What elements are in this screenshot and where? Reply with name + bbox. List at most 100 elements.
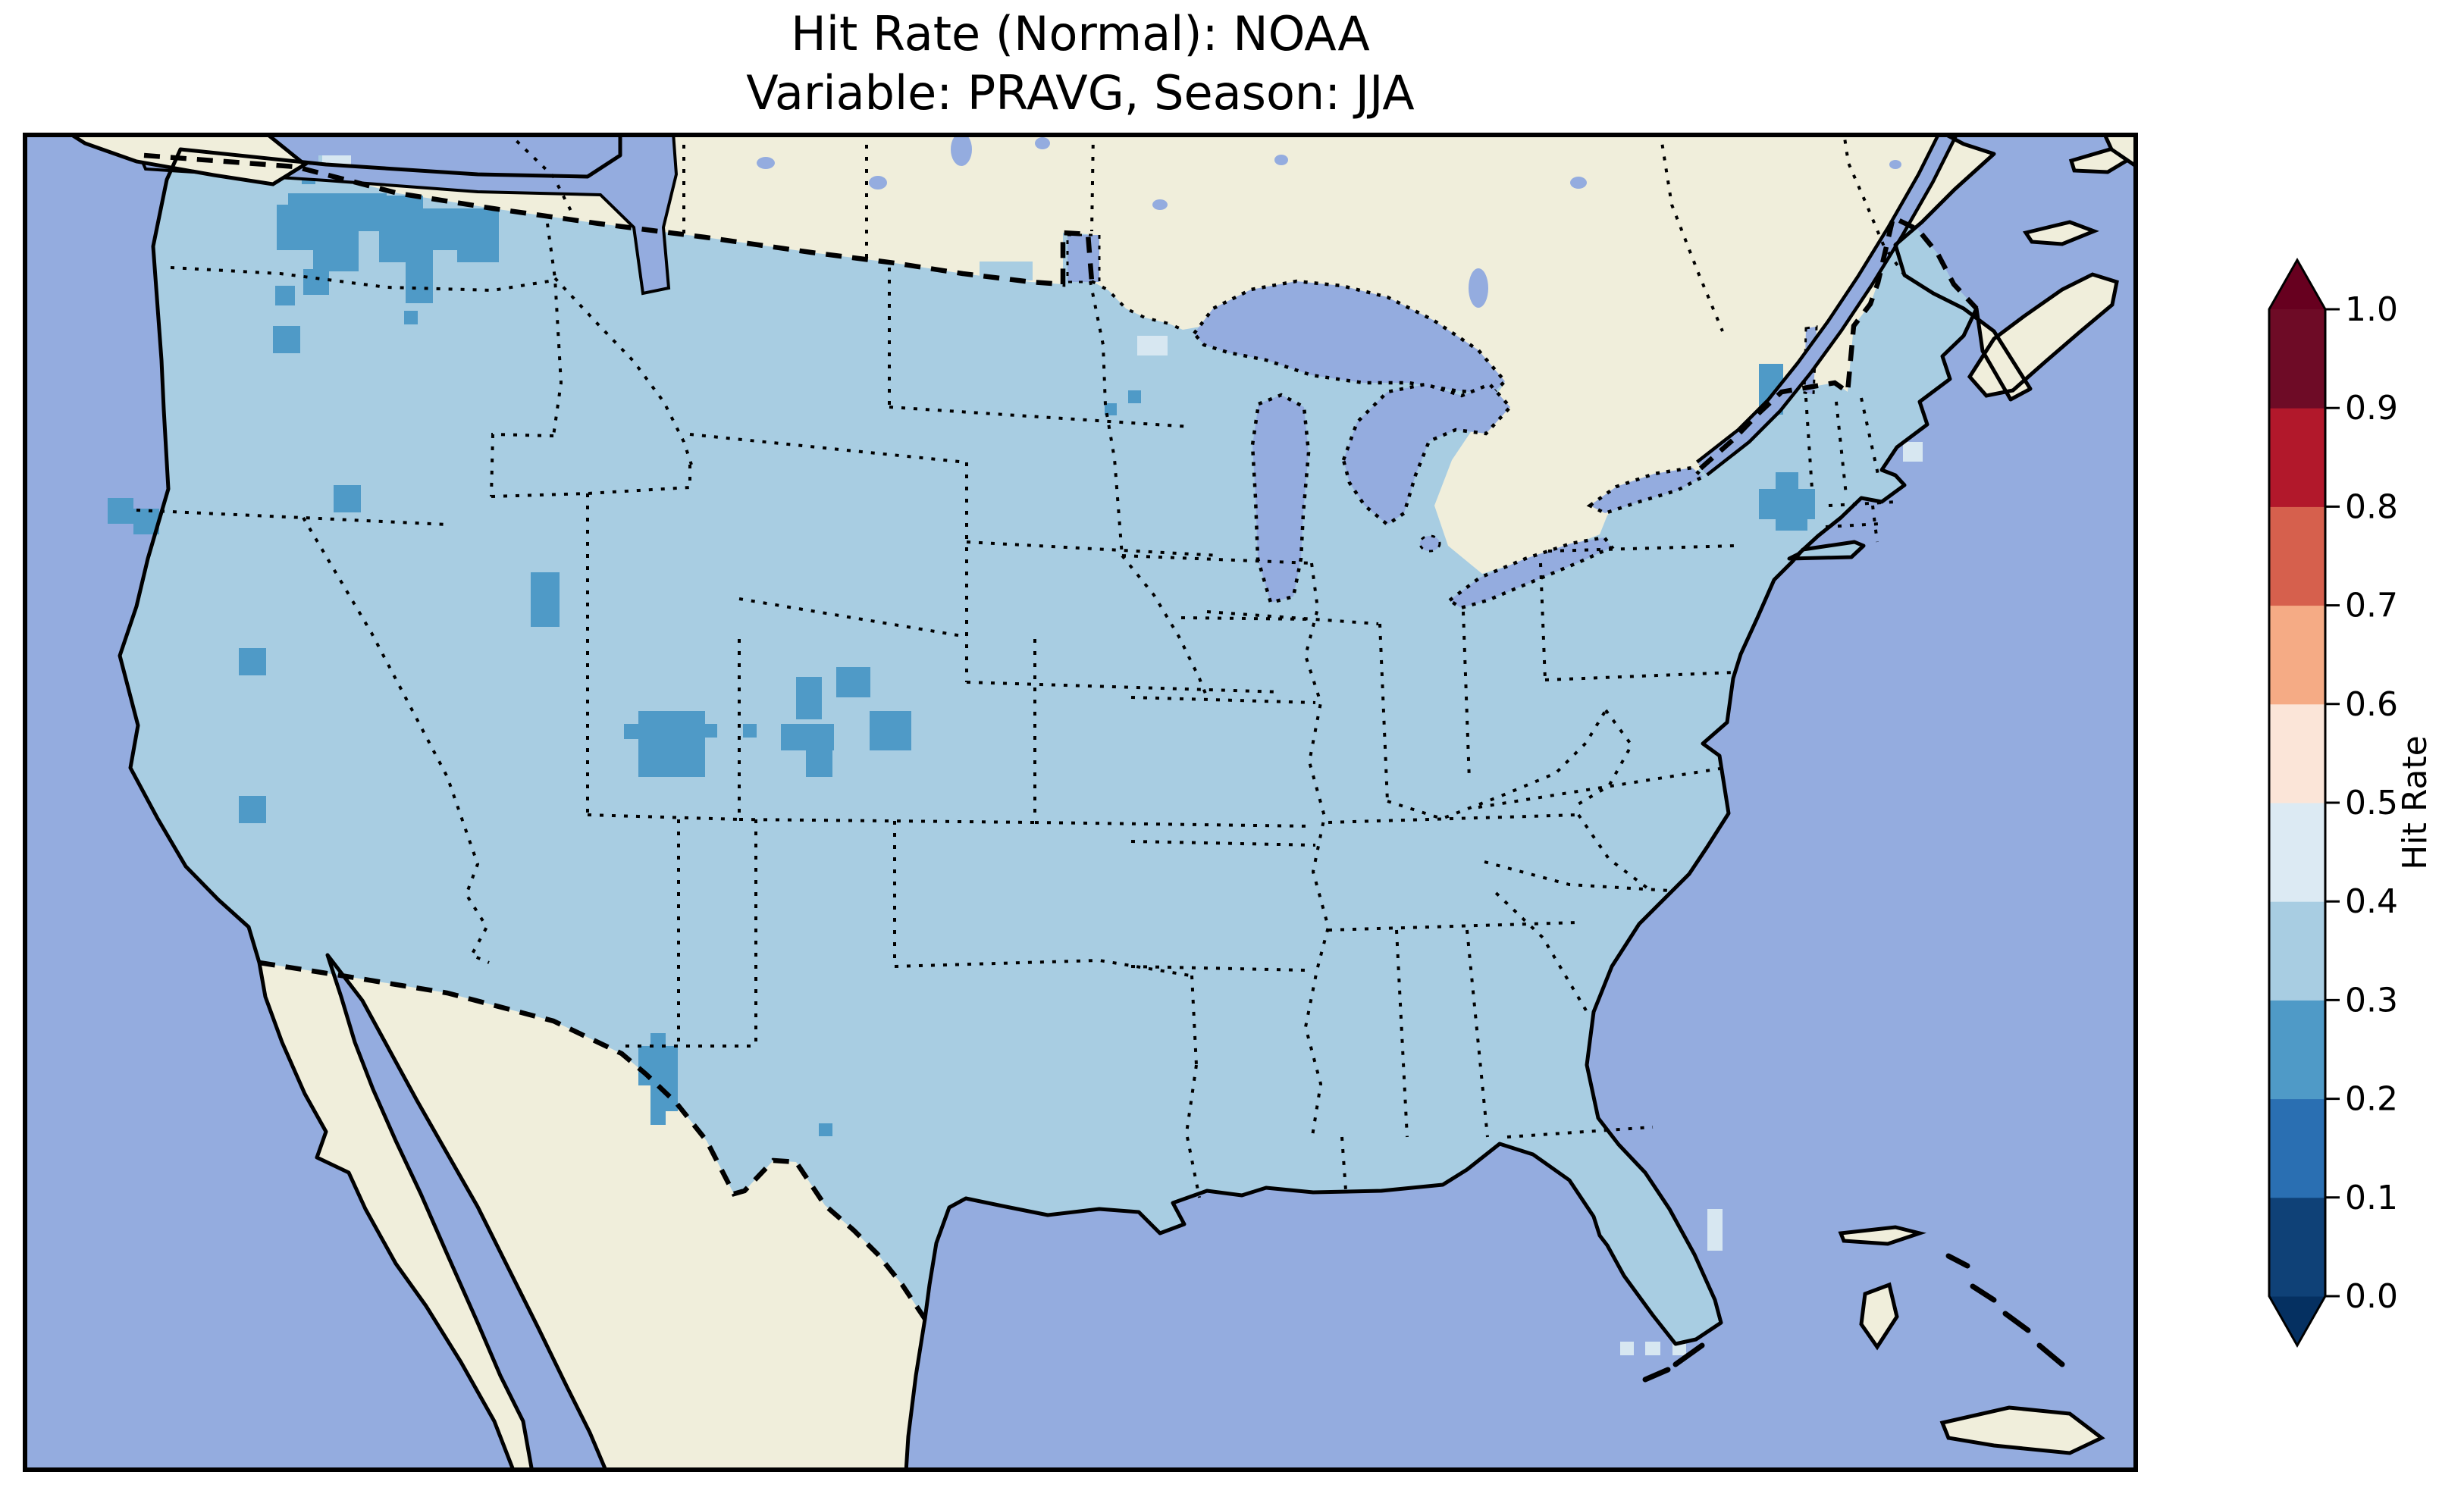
florida-keys [1642,1367,1671,1383]
colorbar-tick-label: 0.3 [2345,981,2398,1019]
colorbar: 1.0 0.9 0.8 0.7 0.6 0.5 0.4 0.3 0.2 0.1 0.0 Hit Ra… [2244,243,2464,1372]
colorbar-segment [2269,703,2325,803]
lake-michigan [1250,393,1311,605]
small-island-strokes [1642,1253,2065,1383]
florida-keys [1672,1342,1705,1367]
small-lake [757,157,775,169]
low-hit-rate-cell [1105,403,1117,415]
lake-st-clair [1419,534,1441,553]
map-svg [23,133,2138,1472]
colorbar-axis-label: Hit Rate [2396,735,2434,869]
colorbar-over-arrow [2269,260,2325,309]
low-hit-rate-cell [288,193,387,231]
chart-title-block: Hit Rate (Normal): NOAA Variable: PRAVG,… [23,5,2138,123]
international-borders [143,152,1979,1320]
colorbar-segments-group [2269,260,2325,1345]
prince-edward-island [2022,220,2099,246]
us-region [120,149,1977,1344]
low-hit-rate-cell [781,724,834,750]
coastline [118,133,2033,1472]
chart-subtitle: Variable: PRAVG, Season: JJA [746,65,1415,121]
atlantic-islands-group [1838,133,2138,1455]
low-hit-rate-cell [334,485,361,512]
low-hit-rate-cell [108,498,133,524]
colorbar-tick-label: 0.6 [2345,685,2398,724]
bahama-cay [1970,1283,1997,1303]
low-hit-rate-cell [1776,515,1807,531]
colorbar-under-arrow [2269,1296,2325,1345]
pale-hit-rate-cell [1620,1342,1634,1355]
lake-erie [1447,535,1615,610]
low-hit-rate-cell [806,750,832,777]
low-hit-rate-cell [273,326,300,353]
low-hit-rate-cell [836,667,870,697]
low-hit-rate-cell [650,1033,666,1047]
fringe-hit-rate-cell [682,245,762,268]
map-axes [23,133,2138,1472]
small-lake [1889,160,1901,169]
bahama-cay [2002,1311,2031,1333]
colorbar-segment [2269,506,2325,606]
low-hit-rate-cell [870,711,911,750]
colorbar-segment [2269,901,2325,1001]
low-hit-rate-cell [796,677,822,719]
low-hit-rate-cell [239,648,266,675]
chart-title: Hit Rate (Normal): NOAA [791,6,1370,61]
bahama-cay [1945,1253,1970,1269]
small-lake [577,146,598,161]
pale-hit-rate-cell [1903,442,1923,462]
colorbar-tick-label: 0.2 [2345,1080,2398,1119]
low-hit-rate-cell [303,269,329,295]
low-hit-rate-cell [743,724,757,738]
colorbar-segment [2269,309,2325,409]
small-lakes-group [577,133,1901,308]
st-lawrence-river [1698,133,1955,474]
colorbar-segment [2269,1000,2325,1100]
low-hit-rate-cell [313,230,359,271]
nova-scotia [1967,272,2119,398]
pale-hit-rate-cell [1645,1342,1660,1355]
lake-ontario [1586,465,1706,515]
low-hit-rate-cell [531,572,560,627]
low-hit-rate-cell [275,286,295,305]
low-hit-rate-cell [1759,489,1815,519]
bahama-cay [2036,1342,2065,1367]
low-hit-rate-cell [638,711,705,777]
low-hit-rate-cell [704,724,717,738]
colorbar-segment [2269,1098,2325,1198]
lake-superior [1192,279,1508,396]
grand-bahama-island [1838,1225,1926,1246]
colorbar-tick-label: 0.0 [2345,1277,2398,1316]
newfoundland-fragment [2102,133,2138,171]
vancouver-island [64,133,309,186]
state-borders [136,133,1906,1198]
low-hit-rate-cell [1128,390,1141,403]
low-cells-group [108,171,1815,1136]
low-hit-rate-cell [406,250,433,303]
small-lake [1035,137,1050,149]
colorbar-segment [2269,803,2325,902]
colorbar-tick-label: 0.1 [2345,1179,2398,1217]
small-lake [951,133,972,166]
small-lake [1570,177,1587,189]
colorbar-svg: 1.0 0.9 0.8 0.7 0.6 0.5 0.4 0.3 0.2 0.1 0.0 Hit Ra… [2268,257,2434,1348]
colorbar-tick-label: 0.4 [2345,882,2398,921]
cuba [1939,1405,2105,1455]
colorbar-segment [2269,605,2325,705]
low-hit-rate-cell [819,1123,832,1136]
low-hit-rate-cell [638,1046,678,1085]
small-lake [869,176,887,189]
colorbar-tick-label: 0.7 [2345,587,2398,625]
colorbar-tick-label: 0.5 [2345,784,2398,822]
andros-island [1859,1282,1899,1351]
small-lake [1274,155,1288,165]
low-hit-rate-cell [650,1111,666,1125]
colorbar-tick-label: 1.0 [2345,290,2398,329]
colorbar-ticks-group: 1.0 0.9 0.8 0.7 0.6 0.5 0.4 0.3 0.2 0.1 0.0 [2325,290,2398,1316]
pale-hit-rate-cell [1137,336,1168,355]
small-lake [1469,268,1488,308]
colorbar-tick-label: 0.8 [2345,487,2398,526]
lake-huron [1341,382,1513,527]
colorbar-segment [2269,1197,2325,1297]
